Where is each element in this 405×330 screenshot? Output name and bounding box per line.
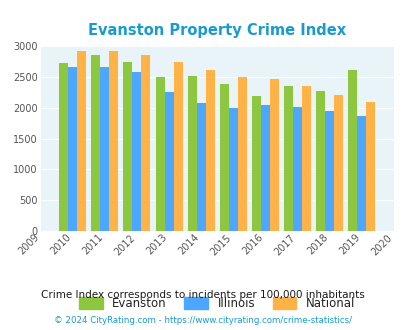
Bar <box>173 62 182 231</box>
Bar <box>260 105 269 231</box>
Bar <box>284 86 292 231</box>
Text: Crime Index corresponds to incidents per 100,000 inhabitants: Crime Index corresponds to incidents per… <box>41 290 364 300</box>
Bar <box>123 62 132 231</box>
Bar <box>315 91 324 231</box>
Text: © 2024 CityRating.com - https://www.cityrating.com/crime-statistics/: © 2024 CityRating.com - https://www.city… <box>54 316 351 325</box>
Bar <box>347 70 356 231</box>
Bar <box>333 95 342 231</box>
Legend: Evanston, Illinois, National: Evanston, Illinois, National <box>74 292 359 315</box>
Bar <box>219 84 228 231</box>
Bar <box>292 107 301 231</box>
Bar <box>205 70 214 231</box>
Bar <box>77 50 86 231</box>
Bar <box>141 55 150 231</box>
Bar <box>324 112 333 231</box>
Bar <box>237 77 246 231</box>
Bar <box>100 67 109 231</box>
Bar <box>164 92 173 231</box>
Bar <box>132 72 141 231</box>
Bar <box>68 67 77 231</box>
Bar <box>356 116 365 231</box>
Bar <box>187 76 196 231</box>
Bar <box>365 102 374 231</box>
Bar <box>251 96 260 231</box>
Bar <box>155 77 164 231</box>
Text: Evanston Property Crime Index: Evanston Property Crime Index <box>88 23 345 38</box>
Bar <box>301 85 310 231</box>
Bar <box>109 51 118 231</box>
Bar <box>228 108 237 231</box>
Bar <box>269 79 278 231</box>
Bar <box>59 63 68 231</box>
Bar <box>91 55 100 231</box>
Bar <box>196 103 205 231</box>
